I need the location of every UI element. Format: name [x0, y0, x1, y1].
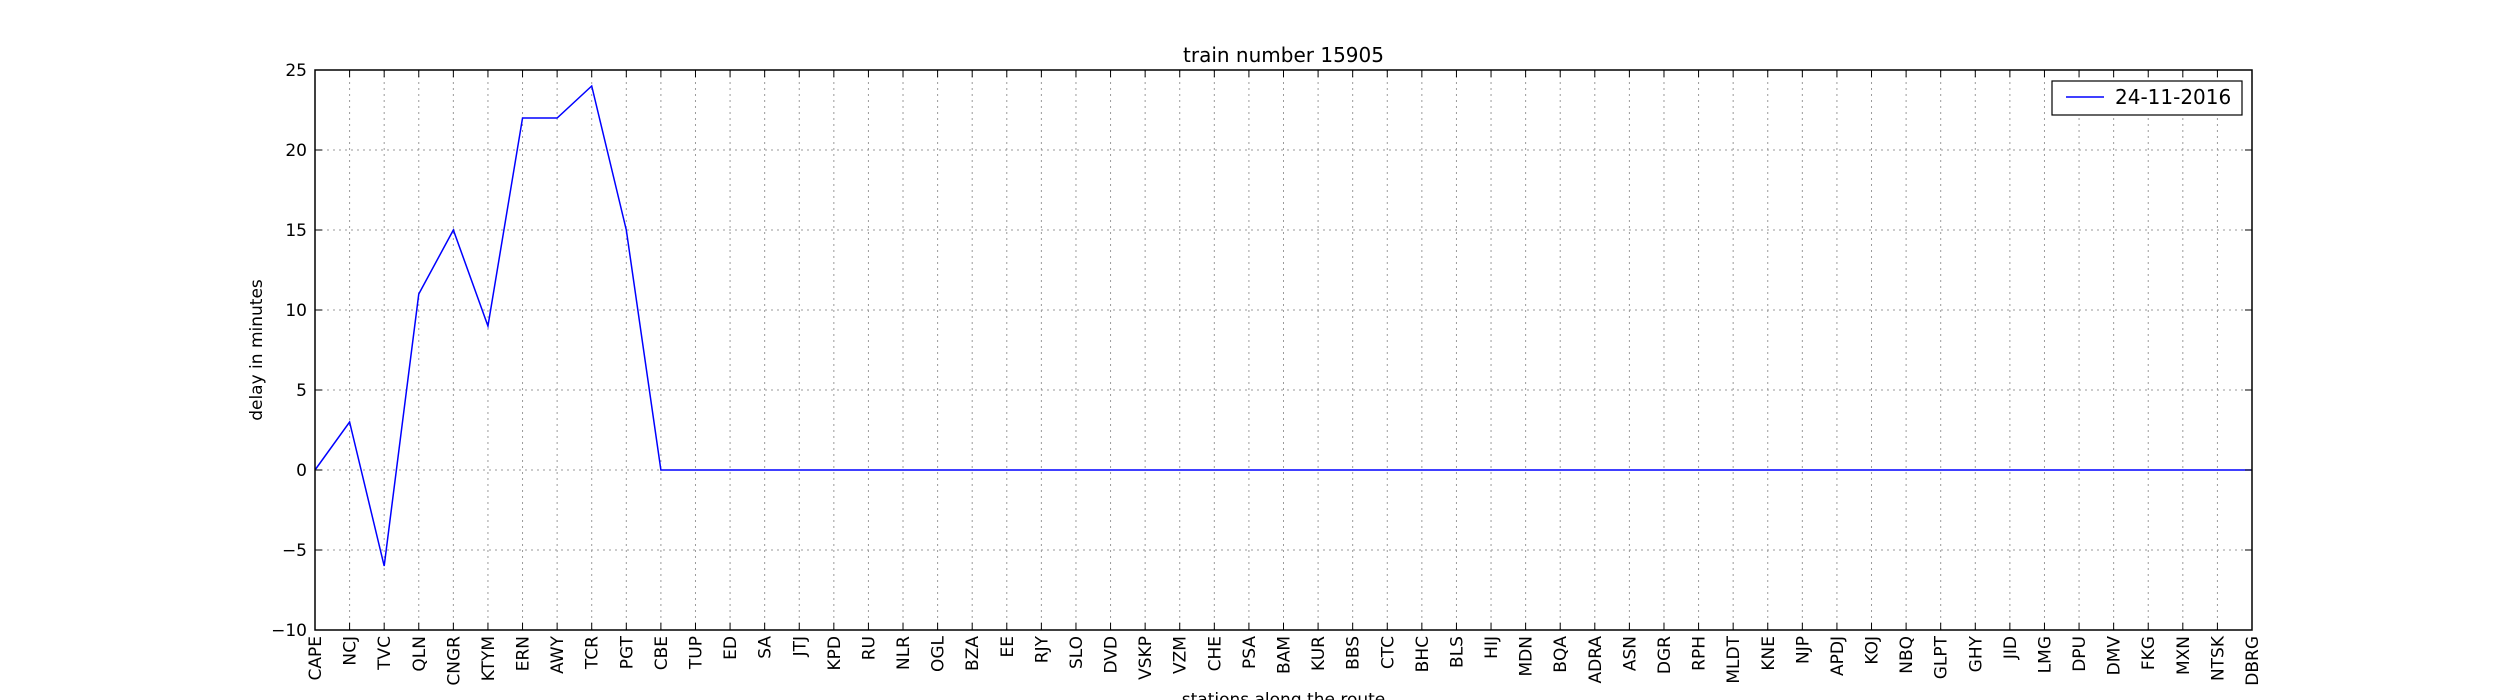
x-axis-label: stations along the route: [1182, 690, 1386, 700]
x-tick-label: DPU: [2070, 636, 2090, 672]
x-tick-label: CBE: [652, 636, 672, 670]
x-tick-label: SA: [756, 636, 776, 659]
chart-title: train number 15905: [1183, 43, 1384, 67]
x-tick-label: RU: [859, 636, 879, 660]
x-tick-label: JID: [2001, 636, 2021, 660]
x-tick-label: FKG: [2139, 636, 2159, 670]
y-axis-label: delay in minutes: [247, 279, 267, 421]
x-tick-label: PSA: [1240, 636, 1260, 669]
x-tick-label: KUR: [1309, 636, 1329, 671]
legend-box: [2051, 80, 2243, 116]
x-tick-label: NJP: [1793, 636, 1813, 664]
x-tick-label: DVD: [1102, 636, 1122, 674]
x-tick-label: CNGR: [444, 636, 464, 686]
x-tick-label: VSKP: [1136, 636, 1156, 680]
x-tick-label: GHY: [1966, 635, 1986, 672]
x-tick-label: EE: [998, 636, 1018, 657]
x-tick-label: MDN: [1517, 636, 1537, 676]
x-tick-label: KOJ: [1863, 636, 1883, 665]
x-tick-label: CAPE: [306, 636, 326, 681]
x-tick-label: DMV: [2105, 636, 2125, 676]
tick-layer: CAPE NCJ TVC QLN CNGR KTYM ERN AWY TCR PGT CBE TUP E…: [271, 61, 2263, 686]
x-tick-label: MLDT: [1724, 635, 1744, 683]
x-tick-label: TUP: [686, 636, 706, 670]
x-tick-label: NBQ: [1897, 636, 1917, 674]
x-tick-label: RPH: [1690, 636, 1710, 671]
x-tick-label: DBRG: [2243, 636, 2263, 686]
grid-layer: [315, 70, 2252, 630]
x-tick-label: BHC: [1413, 636, 1433, 672]
y-tick-label: −5: [282, 541, 307, 561]
x-tick-label: QLN: [410, 636, 430, 672]
x-tick-label: NLR: [894, 636, 914, 670]
x-tick-label: JTJ: [790, 636, 810, 657]
x-tick-label: BAM: [1275, 636, 1295, 674]
x-tick-label: OGL: [929, 635, 949, 672]
x-tick-label: ASN: [1620, 636, 1640, 671]
x-tick-label: GLPT: [1932, 635, 1952, 679]
y-tick-label: 20: [285, 141, 307, 161]
y-tick-label: 5: [296, 381, 307, 401]
legend: 24-11-2016: [2051, 80, 2243, 116]
y-tick-label: 25: [285, 61, 307, 81]
x-tick-label: AWY: [548, 635, 568, 674]
x-tick-label: APDJ: [1828, 636, 1848, 676]
y-tick-label: −10: [271, 621, 307, 641]
x-tick-label: ADRA: [1586, 636, 1606, 684]
x-tick-label: ERN: [514, 636, 534, 671]
x-tick-label: DGR: [1655, 636, 1675, 674]
y-tick-label: 15: [285, 221, 307, 241]
y-tick-label: 0: [296, 461, 307, 481]
y-tick-label: 10: [285, 301, 307, 321]
x-tick-label: NTSK: [2208, 635, 2228, 681]
x-tick-label: KPD: [825, 636, 845, 671]
x-tick-label: CHE: [1205, 636, 1225, 671]
x-tick-label: BQA: [1551, 636, 1571, 673]
x-tick-label: BZA: [963, 636, 983, 671]
x-tick-label: LMG: [2035, 636, 2055, 673]
x-tick-label: KTYM: [479, 636, 499, 681]
x-tick-label: VZM: [1171, 636, 1191, 674]
x-tick-label: BBS: [1344, 636, 1364, 670]
series-line: [314, 84, 2252, 567]
x-tick-label: KNE: [1759, 636, 1779, 671]
x-tick-label: TCR: [583, 636, 603, 670]
x-tick-label: MXN: [2174, 636, 2194, 675]
x-tick-label: ED: [721, 636, 741, 660]
legend-label: 24-11-2016: [2115, 85, 2231, 109]
x-tick-label: NCJ: [341, 636, 361, 666]
x-tick-label: BLS: [1447, 636, 1467, 668]
x-tick-label: SLO: [1067, 636, 1087, 669]
x-tick-label: PGT: [617, 635, 637, 669]
x-tick-label: TVC: [375, 636, 395, 671]
series-layer: [314, 84, 2252, 567]
x-tick-label: CTC: [1378, 636, 1398, 669]
x-tick-label: HIJ: [1482, 636, 1502, 659]
x-tick-label: RJY: [1032, 635, 1052, 663]
